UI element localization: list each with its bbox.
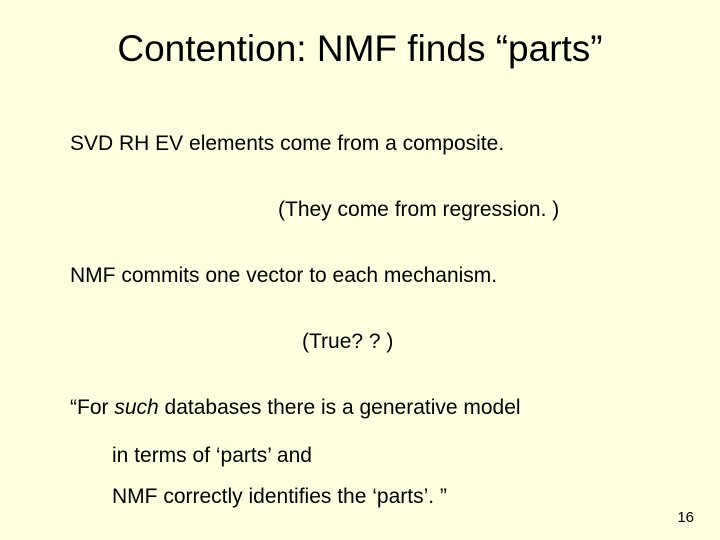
- body-line-4: (True? ? ): [302, 330, 393, 354]
- body-line-3: NMF commits one vector to each mechanism…: [70, 264, 497, 288]
- quote-line-1: “For such databases there is a generativ…: [70, 396, 521, 420]
- quote-prefix: “For: [70, 396, 114, 419]
- page-number: 16: [677, 509, 694, 526]
- quote-line-3: NMF correctly identifies the ‘parts’. ”: [112, 485, 447, 509]
- body-line-2: (They come from regression. ): [278, 198, 559, 222]
- body-line-1: SVD RH EV elements come from a composite…: [70, 132, 504, 156]
- quote-line-2: in terms of ‘parts’ and: [112, 444, 312, 468]
- slide: Contention: NMF finds “parts” SVD RH EV …: [0, 0, 720, 540]
- slide-title: Contention: NMF finds “parts”: [0, 28, 720, 70]
- quote-italic: such: [114, 396, 158, 419]
- quote-suffix: databases there is a generative model: [159, 396, 521, 419]
